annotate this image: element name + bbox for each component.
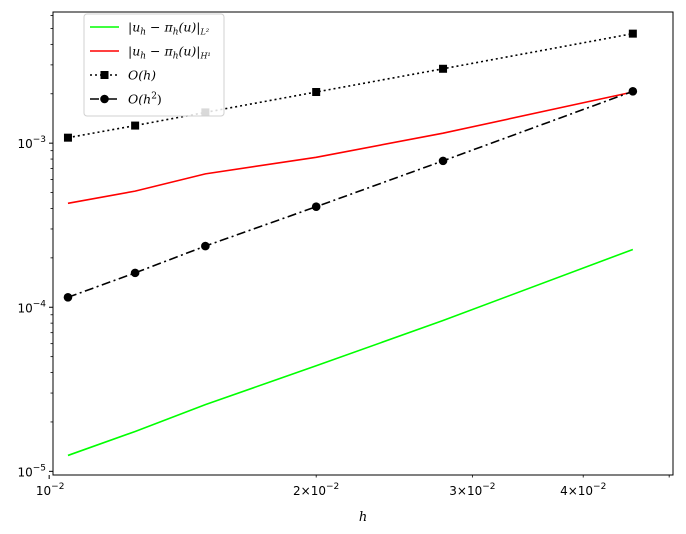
x-minor-tick-label-2: 4×10−2	[560, 482, 606, 498]
legend-label-2: O(h)	[128, 68, 156, 83]
legend-label-1: |uh − πh(u)|H¹	[128, 44, 211, 62]
x-axis-label: h	[359, 510, 367, 525]
series-line-2	[67, 32, 633, 139]
y-tick-label-2: 10−3	[17, 135, 46, 151]
series-line-1	[67, 91, 634, 205]
data-point-3-2	[201, 241, 210, 251]
legend-marker-3	[100, 94, 109, 104]
y-tick-label-0: 10−5	[17, 463, 46, 479]
series-3	[63, 87, 638, 302]
legend-entry-1: |uh − πh(u)|H¹	[90, 44, 211, 62]
legend-label-3: O(h2)	[128, 92, 162, 107]
data-point-3-5	[628, 87, 638, 96]
legend: |uh − πh(u)|L² |uh − πh(u)|H¹ O(h) O(h2)	[83, 13, 225, 117]
series-layer	[63, 29, 638, 457]
data-point-2-4	[439, 64, 448, 73]
legend-box	[83, 13, 225, 117]
series-0	[67, 248, 634, 457]
x-minor-tick-label-1: 3×10−2	[449, 482, 495, 498]
y-tick-label-1: 10−4	[17, 299, 46, 315]
legend-entry-3: O(h2)	[90, 92, 162, 107]
data-point-3-0	[63, 292, 73, 302]
data-point-3-4	[438, 156, 448, 166]
series-line-3	[67, 90, 634, 299]
series-line-0	[67, 248, 634, 457]
x-tick-label-0: 10−2	[36, 482, 65, 498]
series-1	[67, 91, 634, 205]
data-point-2-5	[628, 29, 637, 38]
data-point-3-3	[311, 202, 321, 212]
data-point-2-3	[312, 88, 321, 97]
legend-entry-2: O(h)	[90, 68, 156, 83]
plot-frame	[52, 11, 674, 476]
x-minor-tick-label-0: 2×10−2	[293, 482, 339, 498]
legend-marker-2	[100, 71, 109, 79]
data-point-3-1	[130, 268, 140, 278]
data-point-2-0	[63, 133, 72, 142]
legend-label-0: |uh − πh(u)|L²	[128, 20, 209, 38]
data-point-2-1	[131, 121, 140, 130]
legend-entry-0: |uh − πh(u)|L²	[90, 20, 209, 38]
